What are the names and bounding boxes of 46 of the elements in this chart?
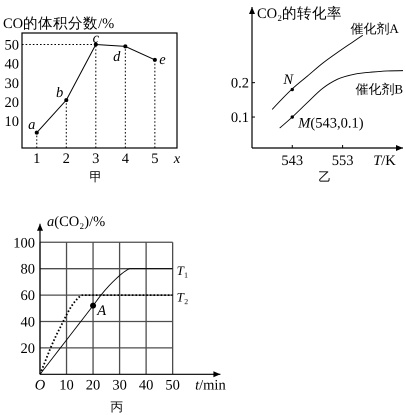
x-axis-title: x: [172, 151, 181, 167]
x-tick-label: 2: [62, 151, 70, 167]
annotation: A: [96, 302, 106, 319]
annotation: N: [282, 72, 294, 88]
x-axis-title: T/K: [373, 153, 396, 169]
y-tick-label: 50: [4, 38, 19, 54]
y-tick-label: 0.2: [230, 76, 249, 92]
y-tick-label: 20: [4, 95, 19, 111]
y-tick-label: 0.1: [230, 110, 249, 126]
x-tick-label: 20: [86, 377, 100, 394]
y-tick-label: 40: [4, 56, 19, 73]
annotation: M(543,0.1): [297, 116, 364, 132]
x-axis-title: t/min: [195, 377, 226, 394]
text: 甲: [90, 170, 102, 184]
x-tick-label: 553: [332, 153, 354, 169]
x-tick-label: 50: [165, 377, 180, 394]
y-tick-label: 20: [20, 340, 35, 357]
x-tick-label: 10: [59, 377, 74, 394]
annotation: d: [113, 48, 122, 65]
y-tick-label: 60: [20, 288, 35, 304]
y-tick-label: 100: [13, 235, 35, 252]
y-tick-label: 40: [20, 314, 35, 330]
series-label: 催化剂B: [355, 82, 404, 97]
annotation: b: [56, 84, 64, 101]
x-tick-label: 4: [122, 151, 130, 167]
series-label: T₂: [176, 290, 188, 305]
y-tick-label: 30: [4, 76, 19, 92]
y-axis-title: CO的体积分数/%: [3, 15, 114, 32]
annotation: a: [28, 117, 36, 134]
x-tick-label: O: [34, 377, 46, 394]
y-axis-title: a(CO₂)/%: [47, 214, 106, 230]
x-tick-label: 40: [138, 377, 154, 394]
x-tick-label: 543: [281, 153, 304, 169]
x-tick-label: 5: [151, 151, 158, 167]
x-tick-label: 1: [33, 151, 40, 167]
y-axis-title: CO₂的转化率: [257, 5, 342, 22]
series-label: 催化剂A: [350, 21, 400, 36]
text: 丙: [110, 400, 124, 414]
y-tick-label: 10: [4, 114, 19, 130]
annotation: c: [92, 30, 100, 46]
x-tick-label: 3: [92, 151, 100, 167]
y-tick-label: 80: [20, 262, 35, 278]
annotation: e: [159, 52, 166, 68]
series-label: T₁: [176, 262, 188, 278]
text: 乙: [318, 170, 332, 184]
x-tick-label: 30: [112, 377, 127, 394]
